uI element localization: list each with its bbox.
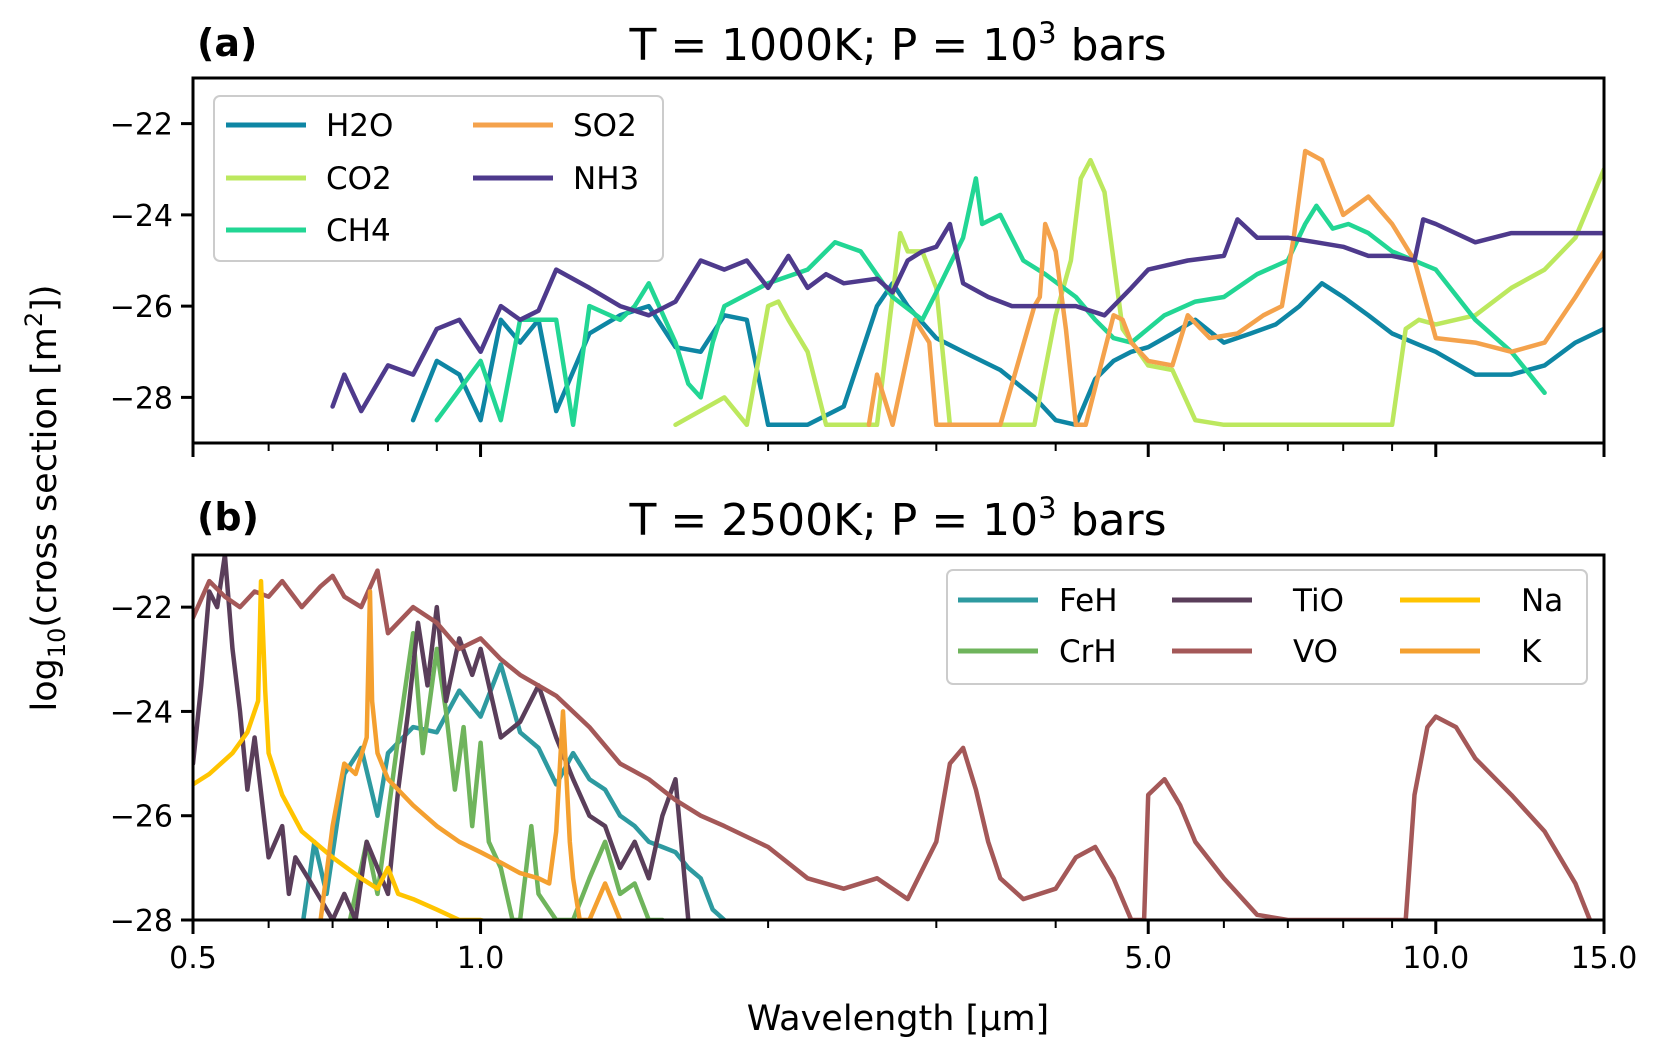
x-tick-label-5-0: 5.0 [1124,941,1172,976]
panel-b-ytick-label: −28 [110,904,173,939]
panel-a-series [330,148,1604,428]
legend-label-co2: CO2 [326,161,392,197]
series-line-co2 [673,157,1604,428]
panel-b-ytick-label: −24 [110,695,173,730]
legend-label-na: Na [1521,583,1563,619]
x-axis-label: Wavelength [μm] [747,999,1049,1039]
x-tick-label-1-0: 1.0 [457,941,505,976]
series-line-nh3 [330,217,1604,414]
legend-label-feh: FeH [1059,583,1118,619]
series-line-k [318,589,623,920]
legend-label-so2: SO2 [573,108,637,144]
panel-b-title: T = 2500K; P = 103 bars [628,491,1166,546]
panel-b-legend-box [946,569,1588,685]
panel-b: (b) T = 2500K; P = 103 bars −22 −24 −26 −28… [110,491,1638,976]
panel-a-legend: H2O CO2 CH4 SO2 NH3 [213,95,664,262]
series-line-so2 [866,148,1604,428]
legend-label-h2o: H2O [326,108,393,144]
panel-a-y-axis: −22 −24 −26 −28 [110,108,193,416]
panel-a-ytick-label: −26 [110,290,173,325]
x-tick-label-0-5: 0.5 [169,941,217,976]
legend-label-vo: VO [1293,634,1338,670]
panel-b-frame [191,553,1606,922]
panel-a-ytick-label: −24 [110,199,173,234]
x-tick-label-10-0: 10.0 [1402,941,1469,976]
legend-label-k: K [1521,634,1542,670]
legend-label-tio: TiO [1292,583,1344,619]
panel-b-x-axis: 0.5 1.0 5.0 10.0 15.0 [169,920,1637,976]
panel-a: (a) T = 1000K; P = 103 bars −22 −24 −26 −28… [110,16,1606,457]
panel-a-title: T = 1000K; P = 103 bars [628,16,1166,71]
legend-label-crh: CrH [1059,634,1117,670]
panel-a-x-ticks [191,443,1606,457]
series-line-na [193,578,490,920]
panel-a-label: (a) [197,21,257,65]
x-tick-label-15-0: 15.0 [1571,941,1638,976]
legend-label-nh3: NH3 [573,161,639,197]
legend-label-ch4: CH4 [326,213,391,249]
panel-b-legend: FeH CrH TiO VO Na K [946,569,1588,685]
series-line-vo [193,568,1593,920]
panel-b-ytick-label: −26 [110,800,173,835]
panel-b-ytick-label: −22 [110,591,173,626]
panel-a-frame [191,76,1606,445]
panel-b-y-axis: −22 −24 −26 −28 [110,591,193,939]
series-line-h2o [410,281,1604,428]
panel-a-ytick-label: −28 [110,381,173,416]
y-axis-label: log10(cross section [m2]) [20,285,71,712]
panel-a-legend-box [213,95,664,262]
panel-a-ytick-label: −22 [110,108,173,143]
panel-b-label: (b) [197,495,259,539]
series-line-feh [301,662,727,920]
panel-b-series [193,555,1593,920]
